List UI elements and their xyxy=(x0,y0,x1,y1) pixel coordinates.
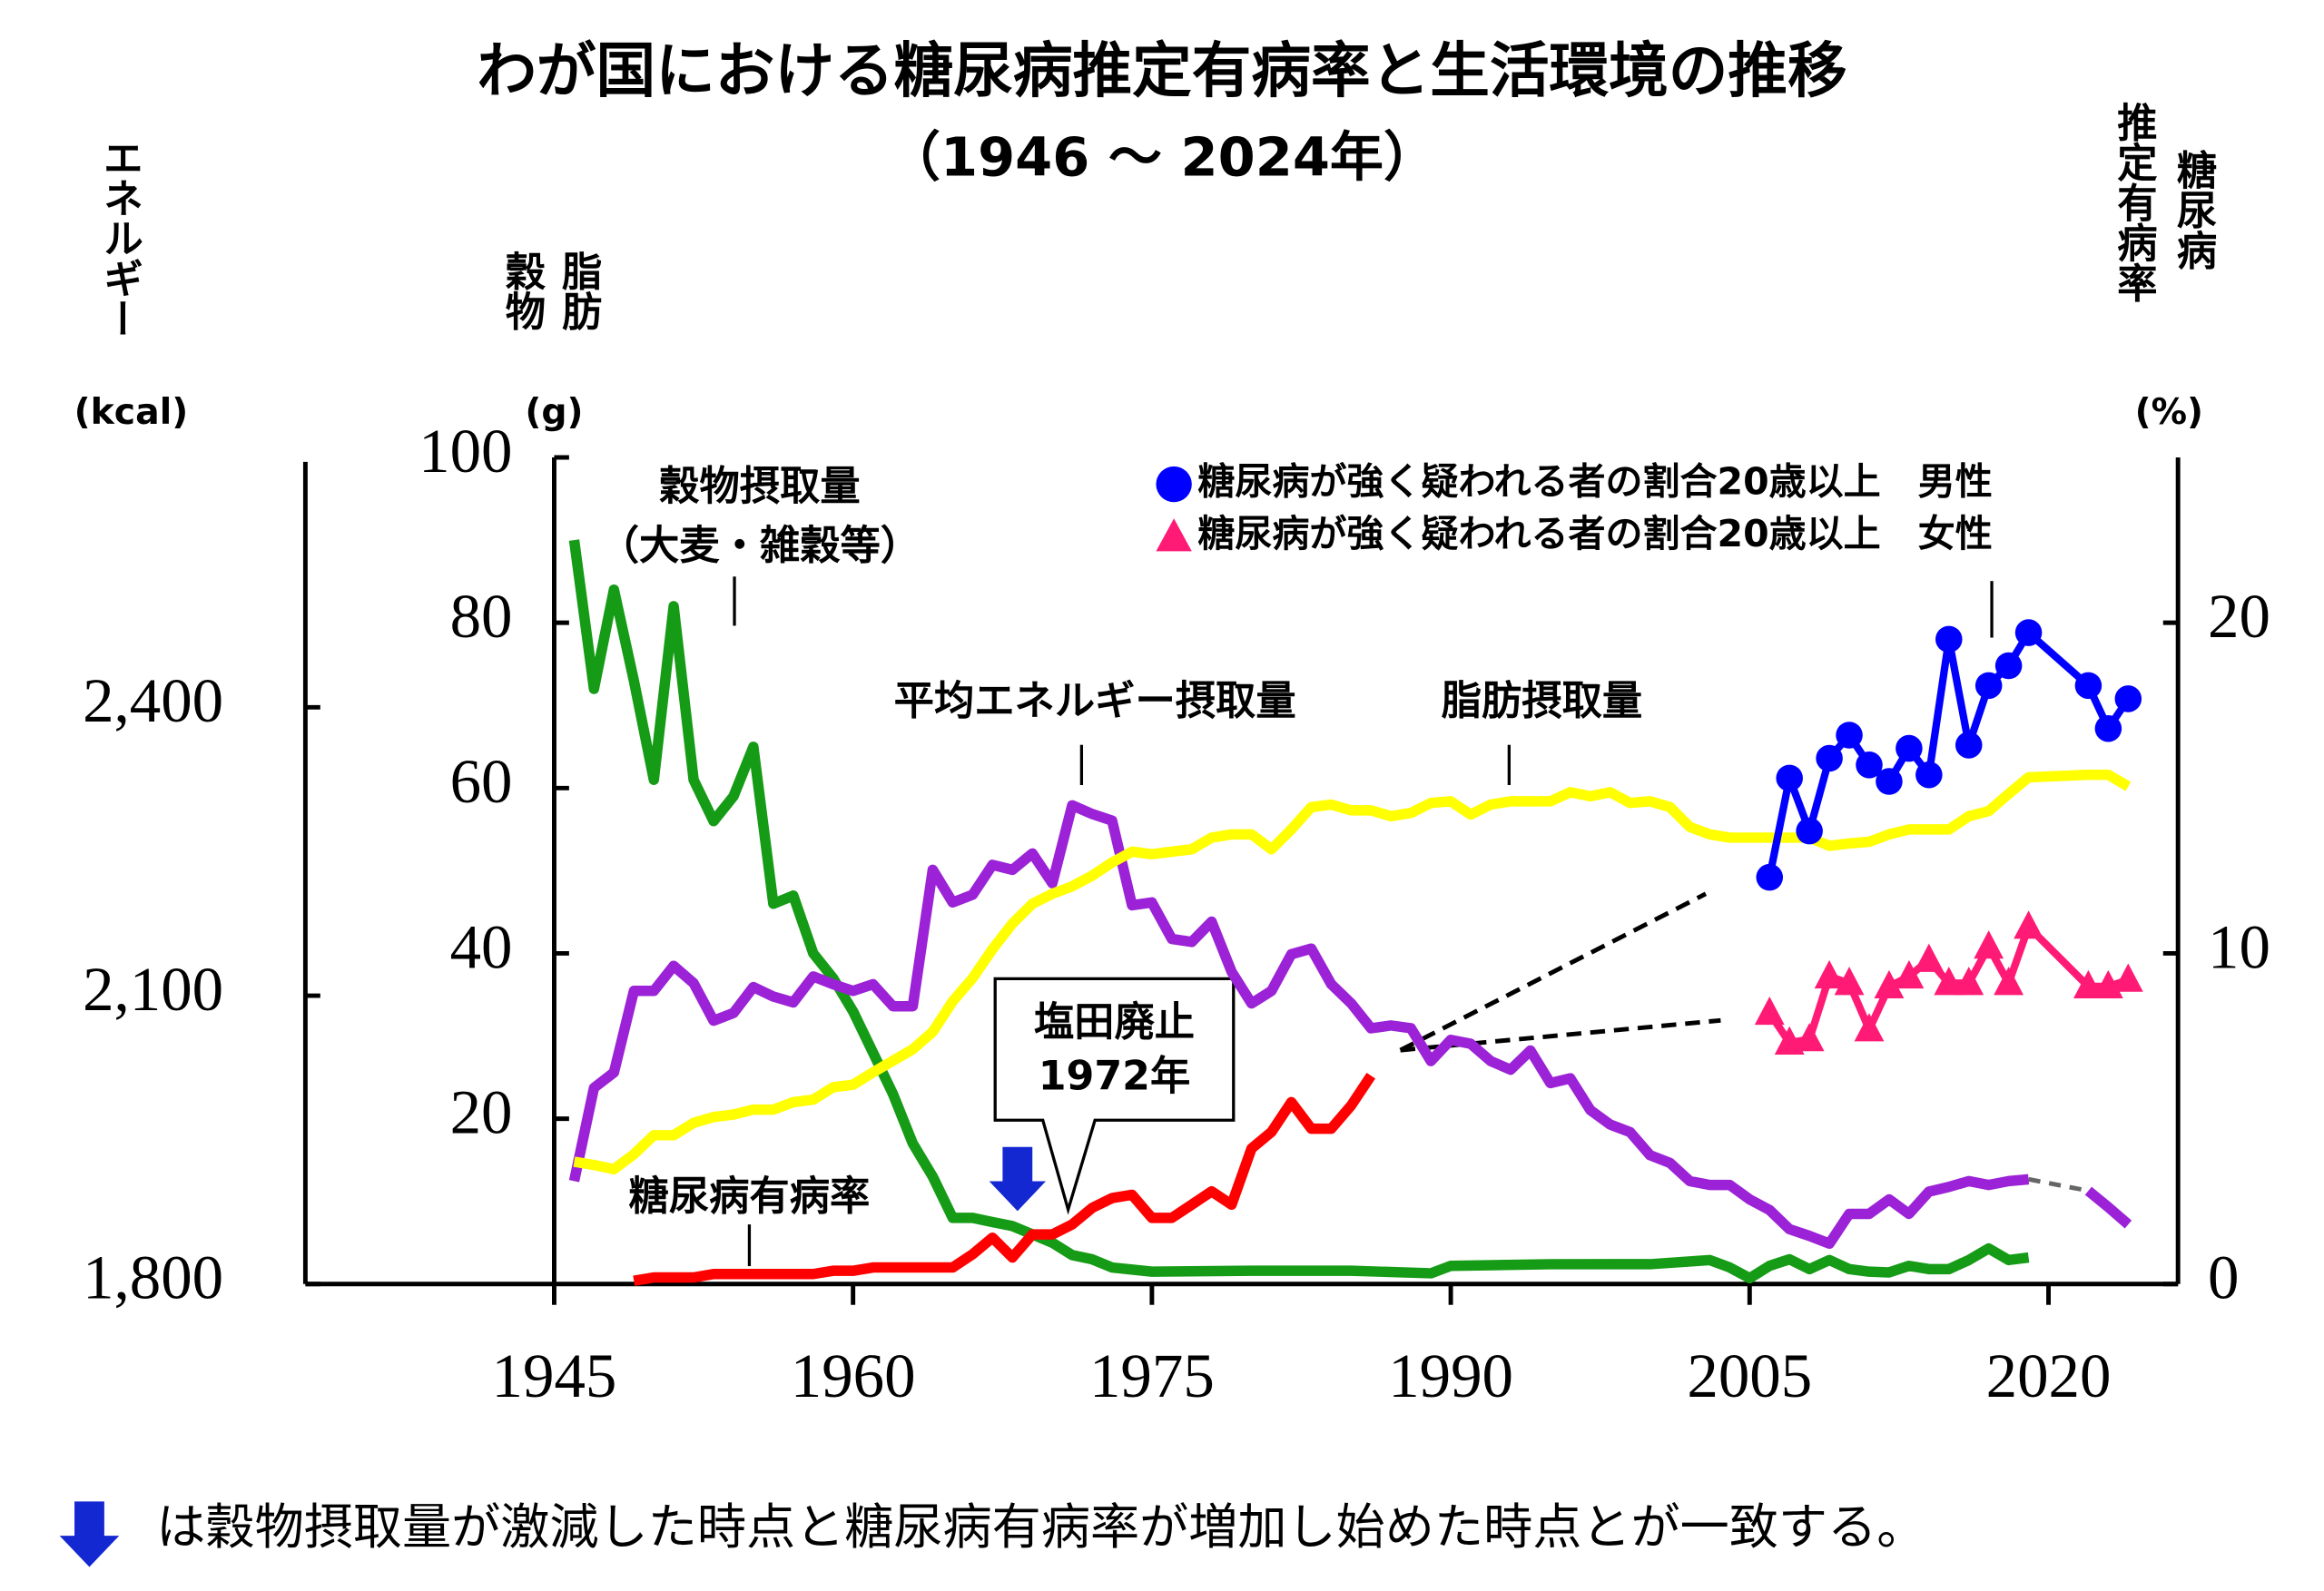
marker xyxy=(1754,996,1785,1026)
x-tick-label: 2005 xyxy=(1687,1341,1812,1410)
y-tick-label: 60 xyxy=(450,747,513,816)
marker xyxy=(1934,967,1965,996)
axes xyxy=(302,457,2181,1287)
marker xyxy=(1876,768,1903,795)
marker xyxy=(2112,963,2143,992)
plot-area: 1945 1960 1975 1990 2005 20202040608010001020… xyxy=(83,417,2270,1410)
marker xyxy=(2094,714,2122,742)
y2-tick-label: 10 xyxy=(2208,912,2270,981)
marker xyxy=(1894,959,1925,989)
marker xyxy=(1776,764,1803,792)
marker xyxy=(1816,744,1843,772)
y2-axis-title: 推定有病率 xyxy=(2110,102,2157,303)
y-axis-title: 脂肪 xyxy=(555,250,602,331)
y3-axis-title: エネルギー xyxy=(96,137,143,338)
marker xyxy=(1756,863,1784,891)
callout-text: 塩田廃止 xyxy=(1034,999,1195,1046)
marker xyxy=(1974,930,2004,959)
series-note: （大麦・雑穀等） xyxy=(599,523,921,569)
chart-title: わが国における糖尿病推定有病率と生活環境の推移 xyxy=(477,36,1846,105)
arrow-icon xyxy=(989,1146,1046,1212)
marker xyxy=(1994,967,2024,996)
marker xyxy=(2014,910,2043,939)
y-tick-label: 100 xyxy=(419,417,512,486)
y2-axis-unit: (%) xyxy=(2135,391,2203,433)
x-tick-label: 1975 xyxy=(1089,1341,1215,1410)
marker xyxy=(1896,734,1923,762)
series-line xyxy=(633,1072,1376,1286)
chart-subtitle: （1946 ～ 2024年） xyxy=(887,126,1437,189)
y-tick-label: 80 xyxy=(450,582,513,651)
series-line xyxy=(2084,1186,2132,1229)
footnote: は穀物摂取量が激減した時点と糖尿病有病率が増加し始めた時点とが一致する。 xyxy=(156,1498,1925,1556)
y3-tick-label: 2,400 xyxy=(83,666,223,735)
series-label: 糖尿病有病率 xyxy=(629,1174,871,1220)
marker xyxy=(1974,672,2003,700)
connector xyxy=(1399,891,1708,1053)
y-axis-title: 穀物 xyxy=(498,250,546,331)
series-label: 脂肪摂取量 xyxy=(1442,678,1643,724)
y3-axis-unit: (kcal) xyxy=(74,391,189,433)
x-tick-label: 1945 xyxy=(492,1341,617,1410)
marker xyxy=(2014,619,2043,646)
gap-line xyxy=(2028,1176,2089,1193)
y3-tick-label: 1,800 xyxy=(83,1243,223,1312)
marker xyxy=(1935,625,1963,653)
series-label: 平均エネルギー摂取量 xyxy=(894,678,1296,724)
y2-axis-title: 糖尿病 xyxy=(2170,149,2217,270)
series-line xyxy=(568,800,2030,1250)
marker xyxy=(1834,967,1865,996)
y-tick-label: 40 xyxy=(450,912,513,981)
callout-text: 1972年 xyxy=(1039,1053,1191,1099)
marker xyxy=(1796,817,1823,845)
legend-label: 糖尿病が強く疑われる者の割合20歳以上 女性 xyxy=(1197,512,1992,555)
y3-tick-label: 2,100 xyxy=(83,955,223,1024)
y2-tick-label: 0 xyxy=(2208,1243,2239,1312)
marker xyxy=(1994,652,2023,680)
x-tick-label: 1960 xyxy=(791,1341,916,1410)
marker xyxy=(1854,1013,1885,1042)
series-line xyxy=(573,769,2132,1174)
y-tick-label: 20 xyxy=(450,1077,513,1146)
x-tick-label: 2020 xyxy=(1986,1341,2112,1410)
marker xyxy=(1836,722,1863,749)
x-tick-label: 1990 xyxy=(1388,1341,1513,1410)
legend-label: 糖尿病が強く疑われる者の割合20歳以上 男性 xyxy=(1197,460,1992,504)
marker xyxy=(1874,969,1905,999)
y-axis-unit: (g) xyxy=(525,391,583,433)
legend-marker xyxy=(1156,518,1192,552)
legend-marker xyxy=(1156,466,1192,503)
marker xyxy=(2074,672,2102,700)
marker xyxy=(1955,732,1983,759)
series-label: 穀物摂取量 xyxy=(659,463,861,509)
callout-box xyxy=(993,977,1236,1215)
marker xyxy=(2073,969,2103,999)
marker xyxy=(1856,751,1883,779)
marker xyxy=(2114,685,2142,712)
footnote-arrow xyxy=(59,1501,120,1567)
y2-tick-label: 20 xyxy=(2208,582,2270,651)
marker xyxy=(1914,943,1945,972)
marker xyxy=(1954,967,1984,996)
marker xyxy=(1814,959,1845,989)
series-line xyxy=(568,539,2030,1284)
marker xyxy=(1915,761,1943,789)
marker xyxy=(1794,1023,1825,1052)
